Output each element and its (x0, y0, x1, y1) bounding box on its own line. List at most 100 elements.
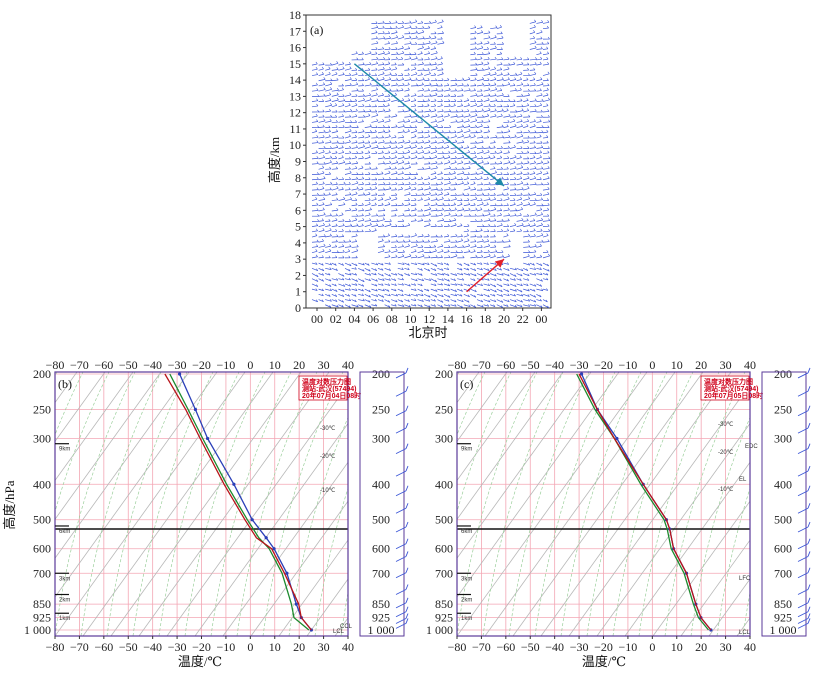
wind-barb (338, 230, 344, 233)
wind-barb-flag (455, 213, 458, 216)
wind-barb-flag (382, 66, 385, 70)
wind-barb-flag (435, 182, 438, 186)
x-tick-label-top: −80 (448, 358, 467, 372)
wind-barb-flag (388, 170, 391, 174)
wind-barb-flag (335, 223, 338, 226)
wind-barb-flag (408, 234, 411, 238)
wind-barb (351, 267, 357, 270)
wind-barb (470, 120, 477, 123)
x-tick-label-top: 0 (247, 358, 253, 372)
wind-barb (358, 142, 365, 144)
wind-barb-flag (415, 255, 418, 258)
wind-barb-flag (442, 217, 445, 221)
wind-barb-flag (541, 130, 544, 133)
wind-barb (397, 136, 404, 139)
wind-barb-flag (415, 155, 418, 158)
wind-barb (437, 299, 444, 303)
wind-barb-flag (435, 273, 438, 276)
panel-c-x-title: 温度/℃ (582, 654, 626, 669)
wind-barb (391, 198, 398, 201)
wind-barb-flag (395, 124, 398, 127)
wind-barb (536, 304, 543, 308)
wind-barb (344, 94, 352, 97)
wind-barb-flag (387, 233, 390, 236)
wind-barb (509, 162, 516, 165)
wind-barb (523, 246, 531, 248)
wind-barb-flag (526, 182, 529, 185)
wind-barb-flag (475, 124, 478, 128)
wind-barb (542, 131, 549, 134)
wind-barb-flag (435, 135, 438, 138)
side-wind-barb-flag (807, 443, 811, 449)
wind-barb-flag (487, 193, 490, 196)
wind-barb (443, 278, 450, 282)
wind-barb (351, 299, 357, 303)
wind-barb-flag (409, 145, 412, 148)
wind-barb-flag (394, 62, 397, 65)
wind-barb-flag (513, 83, 516, 86)
wind-barb-flag (389, 67, 392, 70)
wind-barb (358, 278, 365, 283)
side-wind-barb (395, 448, 407, 455)
wind-barb (424, 288, 430, 292)
wind-barb-flag (408, 181, 411, 185)
wind-barb-flag (461, 119, 464, 122)
wind-barb-flag (434, 146, 437, 149)
wind-barb-flag (506, 166, 509, 170)
wind-barb-flag (501, 239, 504, 243)
wind-barb (384, 256, 391, 259)
wind-barb (417, 31, 425, 35)
p-tick-label-right: 200 (372, 367, 390, 381)
x-tick-label-bottom: −10 (217, 640, 236, 654)
panel-b-x-ticks: −80−80−70−70−60−60−50−50−40−40−30−30−20−… (46, 358, 354, 654)
wind-barb-flag (468, 166, 471, 169)
wind-barb (364, 230, 371, 233)
wind-barb (476, 304, 484, 308)
wind-barb-flag (454, 150, 457, 153)
wind-barb-flag (382, 20, 385, 24)
dry-adiabat (306, 578, 348, 636)
p-tick-label-left: 1 000 (24, 623, 51, 637)
wind-barb (391, 79, 398, 82)
wind-barb (364, 84, 372, 87)
wind-barb-flag (454, 176, 457, 179)
wind-barb (490, 36, 497, 40)
wind-barb-flag (481, 52, 484, 55)
wind-barb-flag (528, 114, 531, 118)
wind-barb-flag (315, 61, 318, 65)
wind-barb-flag (493, 234, 496, 238)
wind-barb (325, 250, 332, 253)
wind-barb-flag (368, 67, 371, 71)
profile-point (232, 482, 236, 486)
wind-barb-flag (488, 107, 491, 111)
wind-barb-flag (548, 156, 551, 159)
wind-barb-flag (494, 93, 497, 96)
wind-barb-flag (539, 134, 542, 137)
wind-barb (358, 194, 365, 196)
wind-barb (529, 125, 536, 128)
wind-barb (483, 267, 490, 271)
wind-barb (325, 245, 331, 248)
wind-barb-flag (435, 140, 437, 143)
wind-barb-flag (382, 125, 385, 128)
wind-barb-flag (488, 243, 491, 247)
wind-barb-flag (547, 83, 550, 86)
wind-barb (523, 293, 530, 297)
wind-barb-flag (541, 82, 544, 85)
wind-barb (516, 125, 523, 128)
x-tick-label-bottom: 20 (695, 640, 707, 654)
panel-c-lcl: LCL (739, 630, 751, 636)
wind-barb-flag (382, 76, 385, 80)
wind-barb (358, 219, 365, 222)
wind-barb (325, 194, 331, 196)
wind-barb-flag (382, 295, 385, 298)
x-tick-label-top: 40 (342, 358, 354, 372)
wind-barb (529, 230, 536, 233)
wind-barb (331, 267, 338, 271)
wind-barb-flag (382, 192, 385, 196)
wind-barb-flag (335, 217, 338, 221)
wind-barb-flag (369, 166, 372, 170)
wind-barb (410, 32, 418, 35)
wind-barb-flag (506, 304, 509, 307)
